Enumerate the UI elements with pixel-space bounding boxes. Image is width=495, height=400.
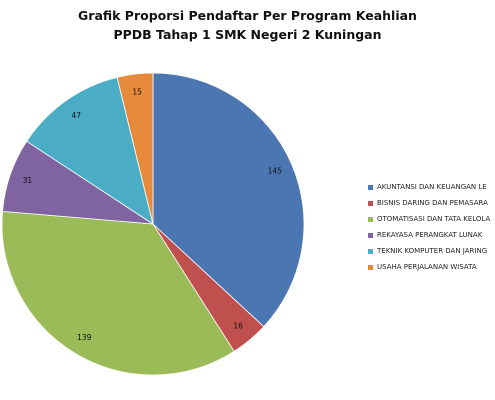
legend-label-3: REKAYASA PERANGKAT LUNAK	[377, 231, 483, 239]
pie-data-label-4: 47	[72, 111, 82, 120]
legend-swatch-4	[368, 248, 373, 254]
legend-item-5: USAHA PERJALANAN WISATA	[368, 259, 495, 275]
chart-title-line-2: PPDB Tahap 1 SMK Negeri 2 Kuningan	[113, 27, 382, 42]
chart-legend: AKUNTANSI DAN KEUANGAN LE BISNIS DARING D…	[368, 179, 495, 275]
legend-label-4: TEKNIK KOMPUTER DAN JARING	[377, 247, 488, 255]
legend-label-1: BISNIS DARING DAN PEMASARA	[377, 199, 488, 207]
legend-swatch-1	[368, 200, 373, 206]
chart-title: Grafik Proporsi Pendaftar Per Program Ke…	[0, 6, 495, 44]
legend-item-0: AKUNTANSI DAN KEUANGAN LE	[368, 179, 495, 195]
pie-slice-4	[26, 76, 154, 225]
pie-slice-0	[152, 72, 305, 328]
legend-label-2: OTOMATISASI DAN TATA KELOLA	[377, 215, 491, 223]
legend-item-1: BISNIS DARING DAN PEMASARA	[368, 195, 495, 211]
chart-title-line-1: Grafik Proporsi Pendaftar Per Program Ke…	[78, 8, 417, 23]
legend-swatch-5	[368, 264, 373, 270]
pie-data-label-5: 15	[132, 88, 142, 97]
legend-label-0: AKUNTANSI DAN KEUANGAN LE	[377, 183, 487, 191]
pie-slice-5	[116, 72, 154, 225]
legend-item-4: TEKNIK KOMPUTER DAN JARING	[368, 243, 495, 259]
pie-data-label-0: 145	[268, 166, 283, 175]
legend-item-2: OTOMATISASI DAN TATA KELOLA	[368, 211, 495, 227]
legend-item-3: REKAYASA PERANGKAT LUNAK	[368, 227, 495, 243]
pie-data-label-2: 139	[77, 333, 92, 342]
legend-swatch-3	[368, 232, 373, 238]
legend-label-5: USAHA PERJALANAN WISATA	[377, 263, 477, 271]
legend-swatch-2	[368, 216, 373, 222]
pie-data-label-3: 31	[23, 176, 33, 185]
legend-swatch-0	[368, 184, 373, 190]
pie-data-label-1: 16	[233, 322, 243, 331]
pie-slice-2	[1, 210, 235, 376]
